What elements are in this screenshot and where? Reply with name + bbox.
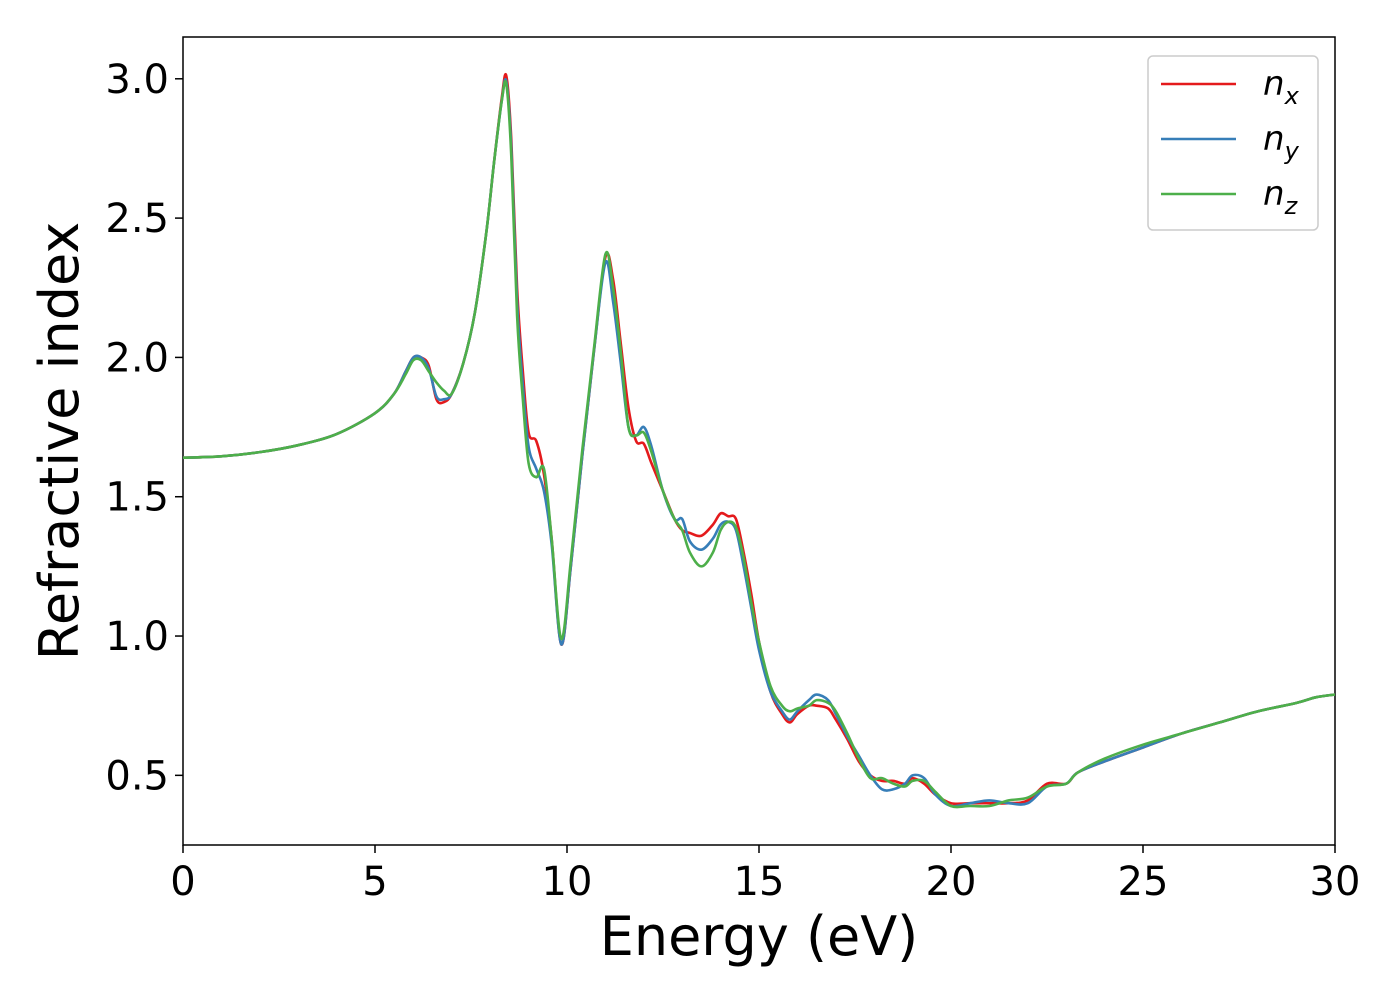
x-tick-label: 25 — [1118, 859, 1169, 905]
legend-label: nz — [1263, 174, 1299, 220]
legend-label-base: n — [1263, 174, 1285, 214]
y-tick-label: 0.5 — [105, 753, 169, 799]
legend-label: nx — [1263, 64, 1300, 110]
legend-label: ny — [1263, 119, 1300, 165]
legend-label-base: n — [1263, 64, 1285, 104]
x-tick-label: 15 — [734, 859, 785, 905]
y-axis-title: Refractive index — [28, 222, 91, 661]
x-tick-label: 10 — [542, 859, 593, 905]
legend-label-subscript: z — [1284, 192, 1299, 220]
y-tick-label: 3.0 — [105, 57, 169, 103]
x-axis-title: Energy (eV) — [600, 905, 919, 968]
y-axis-ticks: 0.5 1.0 1.5 2.0 2.5 3.0 — [105, 57, 183, 799]
legend-label-subscript: x — [1284, 82, 1300, 110]
x-tick-label: 20 — [926, 859, 977, 905]
x-tick-label: 30 — [1310, 859, 1361, 905]
y-tick-label: 2.5 — [105, 196, 169, 242]
y-tick-label: 2.0 — [105, 335, 169, 381]
legend-label-subscript: y — [1284, 137, 1300, 165]
series-layer — [183, 73, 1335, 809]
y-tick-label: 1.5 — [105, 475, 169, 521]
legend-label-base: n — [1263, 119, 1285, 159]
x-tick-label: 5 — [362, 859, 387, 905]
x-axis-ticks: 0 5 10 15 20 25 30 — [170, 845, 1360, 905]
y-tick-label: 1.0 — [105, 614, 169, 660]
series-line-nz — [183, 79, 1335, 809]
x-tick-label: 0 — [170, 859, 195, 905]
legend-box — [1147, 55, 1319, 231]
